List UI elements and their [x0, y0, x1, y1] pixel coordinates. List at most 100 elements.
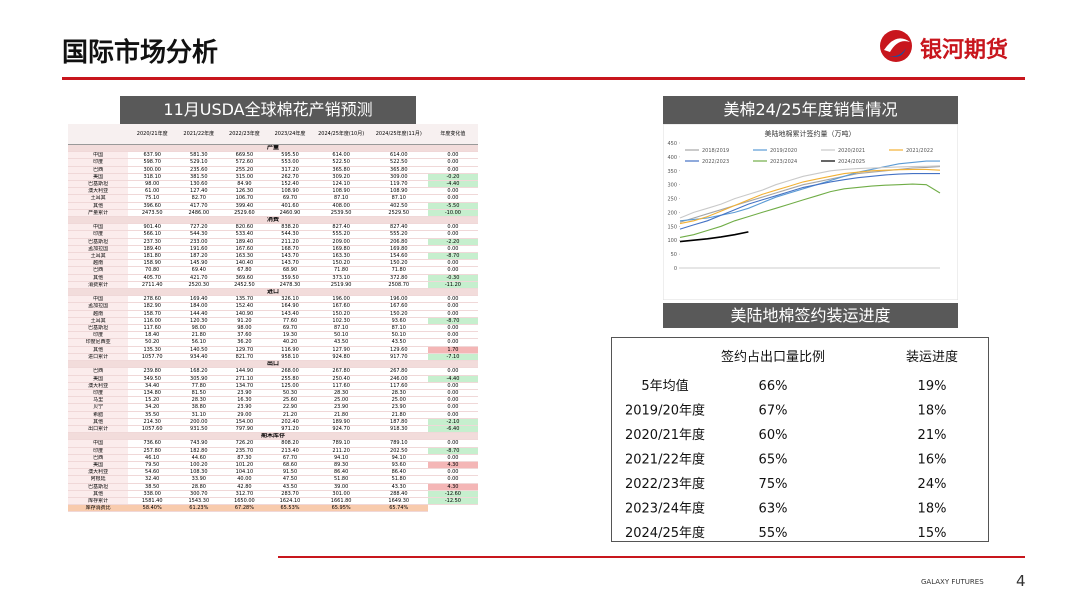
cell: 127.40	[176, 187, 222, 196]
row-label: 阿根廷	[68, 475, 129, 484]
cell: 63%	[759, 502, 788, 517]
cell: 150.20	[369, 259, 428, 268]
cell: 68.90	[267, 266, 313, 275]
cell: 214.30	[128, 418, 177, 426]
cell: 0.00	[427, 411, 478, 419]
cell: 28.80	[176, 483, 222, 491]
cell: 0.00	[427, 382, 478, 390]
cell: -12.50	[427, 497, 478, 506]
data-row: 孟加拉国 182.90 184.00 152.40 164.90 167.60 167.60…	[68, 302, 478, 311]
cell: 40.20	[267, 338, 313, 347]
data-row: 消费累计 2711.40 2520.30 2452.50 2478.30 2519.90 2…	[68, 281, 478, 290]
section-title: 期末库存	[68, 432, 478, 441]
cell: 31.10	[176, 411, 222, 419]
cell: 108.30	[176, 468, 222, 477]
data-row: 其他 396.60 417.70 399.40 401.60 408.00 402.50 -5…	[68, 202, 478, 210]
cell: 23.90	[221, 403, 268, 412]
cell: 35.50	[128, 411, 177, 419]
cell: 189.40	[128, 245, 177, 254]
cell: -5.50	[427, 202, 478, 210]
cell: 808.20	[267, 439, 313, 448]
series-line	[679, 165, 941, 219]
section-row: 期末库存	[68, 432, 478, 441]
cell: 21.80	[312, 411, 370, 419]
cell: 421.70	[176, 274, 222, 282]
cell: 50.20	[128, 338, 177, 347]
cell: 28.30	[176, 396, 222, 405]
row-label: 越南	[68, 310, 129, 318]
cell: 0.00	[427, 324, 478, 333]
cell: 0.00	[427, 367, 478, 376]
data-row: 巴西 70.80 69.40 67.80 68.90 71.80 71.80 0.00	[68, 266, 478, 275]
cell: 37.60	[221, 331, 268, 340]
cell: 104.10	[221, 468, 268, 477]
chart-title: 美陆地棉累计签约量（万吨）	[765, 129, 856, 138]
cell: 143.40	[267, 310, 313, 318]
cell: 143.70	[267, 252, 313, 261]
data-row: 印度尼西亚 50.20 56.10 36.20 40.20 43.50 43.50 0.00	[68, 338, 478, 347]
cell: 359.50	[267, 274, 313, 282]
cell: 65%	[759, 453, 788, 468]
cell: 202.50	[369, 447, 428, 455]
data-row: 其他 135.30 140.50 129.70 116.90 127.90 129.60 1.…	[68, 346, 478, 354]
data-row: 马里 15.20 28.30 16.30 25.60 25.00 25.00 0.00	[68, 396, 478, 405]
cell: 0.00	[427, 396, 478, 405]
cell: 0.00	[427, 302, 478, 311]
cell: 0.00	[427, 158, 478, 167]
cell: 89.30	[312, 461, 370, 470]
cell: -12.60	[427, 490, 478, 498]
cell: 191.60	[176, 245, 222, 254]
section-title: 产量	[68, 144, 478, 153]
row-label: 2023/24年度	[625, 501, 705, 517]
cell: 67.28%	[221, 504, 268, 513]
cell: 255.20	[221, 166, 268, 174]
cell: 182.90	[128, 302, 177, 311]
cell: 246.00	[369, 375, 428, 383]
data-row: 巴基斯坦 38.50 28.80 42.80 43.50 39.00 43.30 4.30	[68, 483, 478, 491]
cell: 91.20	[221, 317, 268, 326]
cell: 94.10	[312, 454, 370, 462]
cell: 87.10	[369, 194, 428, 203]
cell: 91.50	[267, 468, 313, 477]
cell: 168.20	[176, 367, 222, 376]
column-header: 2020/21年度	[128, 124, 177, 145]
cell: 119.70	[369, 180, 428, 189]
cell: 268.00	[267, 367, 313, 376]
cell: 257.80	[128, 447, 177, 455]
cell: 726.20	[221, 439, 268, 448]
footer-rule	[278, 556, 1025, 558]
cell: 34.40	[128, 382, 177, 390]
legend-label: 2019/2020	[770, 148, 797, 154]
row-label: 印度	[68, 389, 129, 398]
data-row: 越南 158.70 144.40 140.90 143.40 150.20 150.20 0.…	[68, 310, 478, 318]
cell: 405.70	[128, 274, 177, 282]
cell: 0.00	[427, 230, 478, 239]
cell: 202.40	[267, 418, 313, 426]
data-row: 印度 598.70 529.10 572.60 553.00 522.50 522.50 0.…	[68, 158, 478, 167]
cell: 544.30	[267, 230, 313, 239]
cell: 309.20	[312, 173, 370, 182]
cell: 100.20	[176, 461, 222, 470]
cell: 820.60	[221, 223, 268, 232]
legend-label: 2023/2024	[770, 159, 797, 165]
cell: 43.50	[312, 338, 370, 347]
data-row: 巴西 239.80 168.20 144.90 268.00 267.80 267.80 0.…	[68, 367, 478, 376]
cell: 152.40	[221, 302, 268, 311]
cell: 417.70	[176, 202, 222, 210]
row-label: 印度	[68, 331, 129, 340]
cell: 555.20	[312, 230, 370, 239]
cell: 669.50	[221, 151, 268, 160]
cell: 0.00	[427, 331, 478, 340]
cell: 2539.50	[312, 209, 370, 218]
row-label: 澳大利亚	[68, 187, 129, 196]
row-label: 其他	[68, 274, 129, 282]
column-header: 年度变化值	[427, 124, 478, 145]
cell: 827.40	[369, 223, 428, 232]
left-table-title: 11月USDA全球棉花产销预测	[120, 96, 416, 124]
cell: 21.80	[369, 411, 428, 419]
cell: 239.80	[128, 367, 177, 376]
cell: 44.60	[176, 454, 222, 462]
row-label: 消费累计	[68, 281, 129, 290]
cell: 24%	[918, 477, 947, 492]
row-label: 库存消费比	[68, 504, 129, 513]
